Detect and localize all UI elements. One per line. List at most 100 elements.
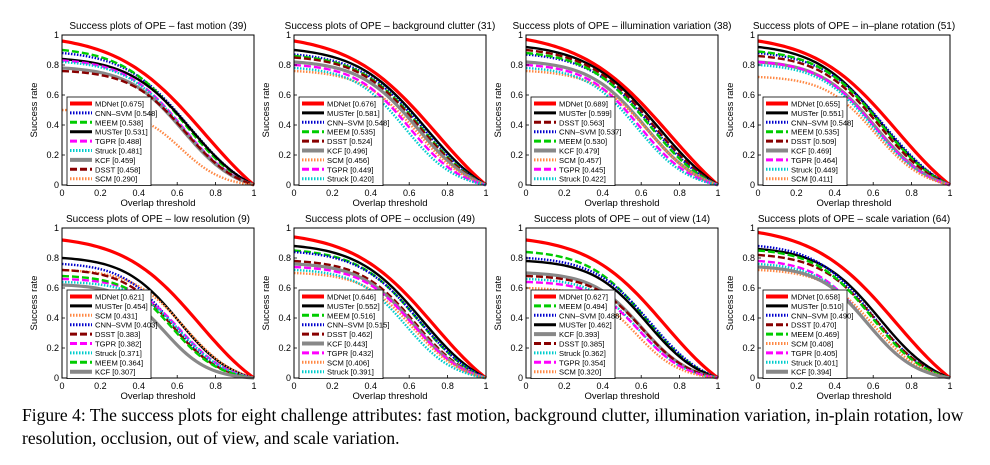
y-tick-label: 0.4 [46,313,59,323]
legend-entry: MUSTer [0.454] [95,302,148,311]
legend-entry: TGPR [0.445] [559,165,605,174]
y-tick-label: 1 [286,223,291,233]
y-tick-label: 0.8 [278,253,291,263]
x-tick-label: 0.8 [905,381,918,391]
plot-frame [525,34,719,186]
figure-caption-text: The success plots for eight challenge at… [22,405,964,448]
legend-entry: SCM [0.290] [95,175,137,184]
y-tick-label: 0 [286,180,291,190]
y-tick-label: 0 [750,373,755,383]
x-tick-label: 0 [755,188,760,198]
series-line-scm [61,268,255,380]
y-axis-label: Success rate [493,276,504,331]
series-line-kcf [61,283,255,380]
y-tick-label: 0.4 [278,120,291,130]
series-line-struck [61,280,255,380]
chart-1: Success plots of OPE – fast motion (39) 0… [29,21,257,209]
figure-label: Figure 4: [22,405,86,425]
y-tick-label: 0.8 [510,60,523,70]
legend: MDNet [0.655]MUSTer [0.551]CNN–SVM [0.54… [762,96,853,186]
x-tick-label: 0 [291,188,296,198]
y-axis-label: Success rate [725,276,736,331]
legend-entry: KCF [0.307] [95,368,136,377]
y-tick-label: 0.2 [742,150,755,160]
x-axis-label: Overlap threshold [585,391,660,400]
x-tick-label: 0.2 [790,188,803,198]
y-axis-label: Success rate [493,83,504,138]
y-tick-label: 0.8 [742,253,755,263]
y-tick-label: 0.4 [46,120,59,130]
y-axis-label: Success rate [29,276,40,331]
x-tick-label: 1 [483,188,488,198]
y-tick-label: 0 [518,180,523,190]
chart-title: Success plots of OPE – in–plane rotation… [753,21,955,32]
y-tick-label: 0.6 [46,90,59,100]
x-tick-label: 0 [755,381,760,391]
series-line-scm [293,271,487,380]
chart-6: Success plots of OPE – occlusion (49) 0 0.… [261,214,489,400]
legend-entry: MEEM [0.364] [95,358,143,367]
x-tick-label: 0.2 [94,188,107,198]
series-line-muster [293,244,487,380]
legend-entry: CNN–SVM [0.488] [559,311,621,320]
chart-2: Success plots of OPE – background clutte… [261,21,495,209]
legend-entry: MEEM [0.535] [327,128,375,137]
plot-frame [757,227,951,379]
x-tick-label: 1 [251,381,256,391]
legend-entry: TGPR [0.488] [95,137,141,146]
x-tick-label: 0 [59,188,64,198]
y-tick-label: 1 [750,30,755,40]
x-tick-label: 0.4 [133,188,146,198]
x-tick-label: 0 [59,381,64,391]
legend-entry: MEEM [0.538] [95,118,143,127]
plot-frame [525,227,719,379]
x-tick-label: 0.8 [441,381,454,391]
chart-title: Success plots of OPE – fast motion (39) [69,21,246,32]
chart-title: Success plots of OPE – illumination vari… [513,21,732,32]
legend-entry: MEEM [0.494] [559,302,607,311]
legend-entry: MDNet [0.675] [95,100,144,109]
plot-frame [757,34,951,186]
legend: MDNet [0.676]MUSTer [0.581]CNN–SVM [0.54… [298,96,389,186]
legend-entry: CNN–SVM [0.548] [327,118,389,127]
legend-entry: MDNet [0.676] [327,100,376,109]
chart-title: Success plots of OPE – background clutte… [285,21,496,32]
y-tick-label: 0 [750,180,755,190]
legend-entry: TGPR [0.464] [791,156,837,165]
legend-entry: CNN–SVM [0.548] [95,109,157,118]
legend: MDNet [0.689]MUSTer [0.599]DSST [0.563]C… [530,96,621,186]
series-line-tgpr [61,277,255,380]
series-line-meem [61,48,255,187]
y-tick-label: 0.2 [46,150,59,160]
x-tick-label: 0.6 [171,188,184,198]
y-tick-label: 0.4 [510,120,523,130]
series-line-dsst [293,56,487,187]
x-axis-label: Overlap threshold [817,198,892,209]
y-tick-label: 0.2 [510,150,523,160]
series-line-muster [293,48,487,187]
x-tick-label: 0.2 [790,381,803,391]
series-line-mdnet [757,39,952,187]
legend-entry: MUSTer [0.510] [791,302,844,311]
legend-entry: MEEM [0.535] [791,128,839,137]
legend-entry: DSST [0.509] [791,137,836,146]
x-axis-label: Overlap threshold [353,391,428,400]
series-line-mdnet [525,238,719,380]
legend-entry: SCM [0.457] [559,156,601,165]
y-tick-label: 0.6 [510,90,523,100]
y-tick-label: 0.6 [46,283,59,293]
figure-caption: Figure 4: The success plots for eight ch… [22,404,972,450]
x-tick-label: 0 [523,188,528,198]
legend-entry: KCF [0.479] [559,147,600,156]
y-tick-label: 0.8 [278,60,291,70]
legend-entry: DSST [0.470] [791,321,836,330]
legend-entry: DSST [0.458] [95,165,140,174]
series-line-mdnet [61,238,255,380]
legend-entry: KCF [0.393] [559,330,600,339]
legend: MDNet [0.658]MUSTer [0.510]CNN–SVM [0.49… [762,289,853,379]
legend-entry: DSST [0.383] [95,330,140,339]
legend-entry: SCM [0.320] [559,368,601,377]
chart-5: Success plots of OPE – low resolution (9… [29,214,257,400]
series-line-tgpr [525,63,719,187]
x-tick-label: 0 [291,381,296,391]
